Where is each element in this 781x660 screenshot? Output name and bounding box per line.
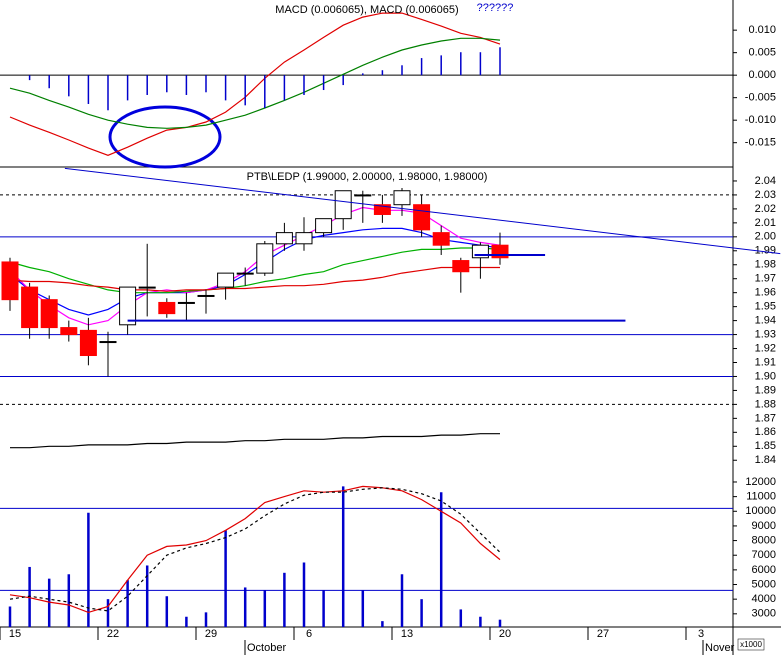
y-tick-label: -0.005 <box>745 92 776 104</box>
series-line <box>9 485 501 614</box>
candle-body <box>413 204 431 231</box>
y-tick-label: 7000 <box>752 549 776 561</box>
y-tick-label: 5000 <box>752 578 776 590</box>
x-tick-label: 22 <box>107 628 119 640</box>
y-tick-label: 2.04 <box>755 175 776 187</box>
y-tick-label: 6000 <box>752 564 776 576</box>
candle-body <box>432 232 450 246</box>
x-tick-label: 15 <box>9 628 21 640</box>
y-tick-label: 3000 <box>752 608 776 620</box>
x-tick-label: 6 <box>306 628 312 640</box>
y-tick-label: 1.85 <box>755 440 776 452</box>
x-tick-label: 29 <box>205 628 217 640</box>
series-line <box>9 227 501 316</box>
y-tick-label: 1.87 <box>755 412 776 424</box>
y-tick-label: 1.95 <box>755 301 776 313</box>
x-tick-label: 13 <box>401 628 413 640</box>
y-tick-label: 9000 <box>752 520 776 532</box>
y-tick-label: 1.97 <box>755 273 776 285</box>
x-tick-label: 27 <box>597 628 609 640</box>
y-tick-label: 0.005 <box>748 47 776 59</box>
x-tick-label: 20 <box>499 628 511 640</box>
y-tick-label: 1.94 <box>755 315 776 327</box>
y-tick-label: -0.015 <box>745 137 776 149</box>
unit-box <box>737 638 765 651</box>
candle-body <box>60 327 78 336</box>
candle-body <box>354 194 372 197</box>
month-label: October <box>247 642 286 654</box>
y-tick-label: 1.91 <box>755 356 776 368</box>
candle-body <box>393 190 411 206</box>
candle-body <box>21 286 39 329</box>
candle-body <box>158 301 176 315</box>
series-line <box>9 266 500 292</box>
y-tick-label: 2.02 <box>755 203 776 215</box>
y-tick-label: 4000 <box>752 593 776 605</box>
candle-body <box>373 204 391 215</box>
y-tick-label: 2.00 <box>755 231 776 243</box>
x-tick-label: 3 <box>698 628 704 640</box>
y-tick-label: 8000 <box>752 534 776 546</box>
month-label: Nover <box>705 642 735 654</box>
y-tick-label: 12000 <box>745 476 776 488</box>
candle-body <box>99 341 117 344</box>
candle-body <box>138 286 156 289</box>
candle-body <box>315 218 333 234</box>
candle-body <box>119 286 137 326</box>
candle-body <box>452 260 470 273</box>
panel-title: PTB\LEDP (1.99000, 2.00000, 1.98000, 1.9… <box>247 171 488 183</box>
candle-body <box>177 301 195 304</box>
series-line <box>9 37 501 129</box>
y-tick-label: 1.84 <box>755 454 776 466</box>
y-tick-label: 1.99 <box>755 245 776 257</box>
candle-body <box>295 232 313 245</box>
candle-body <box>256 243 274 274</box>
y-tick-label: 2.03 <box>755 189 776 201</box>
panel-title-extra: ?????? <box>477 2 514 14</box>
y-tick-label: 1.88 <box>755 398 776 410</box>
y-tick-label: 1.92 <box>755 342 776 354</box>
candle-body <box>217 272 235 288</box>
y-tick-label: 1.90 <box>755 370 776 382</box>
candle-body <box>236 272 254 275</box>
candle-body <box>197 294 215 297</box>
candle-body <box>1 261 19 301</box>
series-line <box>9 247 501 294</box>
highlight-ellipse <box>108 105 222 169</box>
panel-title: MACD (0.006065), MACD (0.006065) <box>275 4 458 16</box>
y-tick-label: 2.01 <box>755 217 776 229</box>
y-tick-label: 1.89 <box>755 384 776 396</box>
candle-body <box>275 232 293 245</box>
y-tick-label: 1.96 <box>755 287 776 299</box>
unit-label: x1000 <box>740 640 762 649</box>
trend-line <box>64 167 781 255</box>
series-line <box>9 12 501 156</box>
candle-body <box>79 329 97 357</box>
y-tick-label: 1.93 <box>755 328 776 340</box>
y-tick-label: 10000 <box>745 505 776 517</box>
y-tick-label: 0.000 <box>748 69 776 81</box>
y-tick-label: 1.86 <box>755 426 776 438</box>
candle-body <box>334 190 352 220</box>
y-tick-label: 11000 <box>746 491 776 503</box>
y-tick-label: -0.010 <box>745 114 776 126</box>
series-line <box>10 433 500 449</box>
y-tick-label: 1.98 <box>755 259 776 271</box>
candle-body <box>40 299 58 329</box>
y-tick-label: 0.010 <box>748 24 776 36</box>
